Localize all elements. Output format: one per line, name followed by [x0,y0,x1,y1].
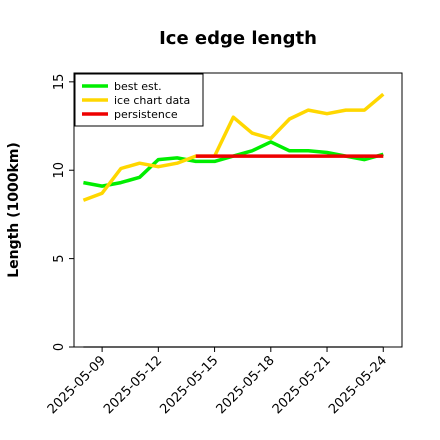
x-tick-label: 2025-05-21 [270,353,334,417]
chart-title: Ice edge length [159,28,317,49]
x-tick-label: 2025-05-24 [326,353,390,417]
x-tick-label: 2025-05-18 [214,353,278,417]
series-line-ice-chart-data [82,92,385,202]
y-axis-label: Length (1000km) [6,142,22,278]
x-tick-label: 2025-05-12 [101,353,165,417]
x-tick-label: 2025-05-15 [157,353,221,417]
y-tick-label: 10 [52,162,67,179]
series-line-best-est- [83,140,384,188]
x-tick-label: 2025-05-09 [45,353,109,417]
legend-entry: persistence [114,108,178,121]
legend-entry: ice chart data [114,94,190,107]
y-tick-label: 5 [52,254,67,262]
legend-entry: best est. [114,80,162,93]
plot-frame [73,72,403,348]
y-tick-label: 15 [52,74,67,91]
y-tick-label: 0 [52,343,67,351]
